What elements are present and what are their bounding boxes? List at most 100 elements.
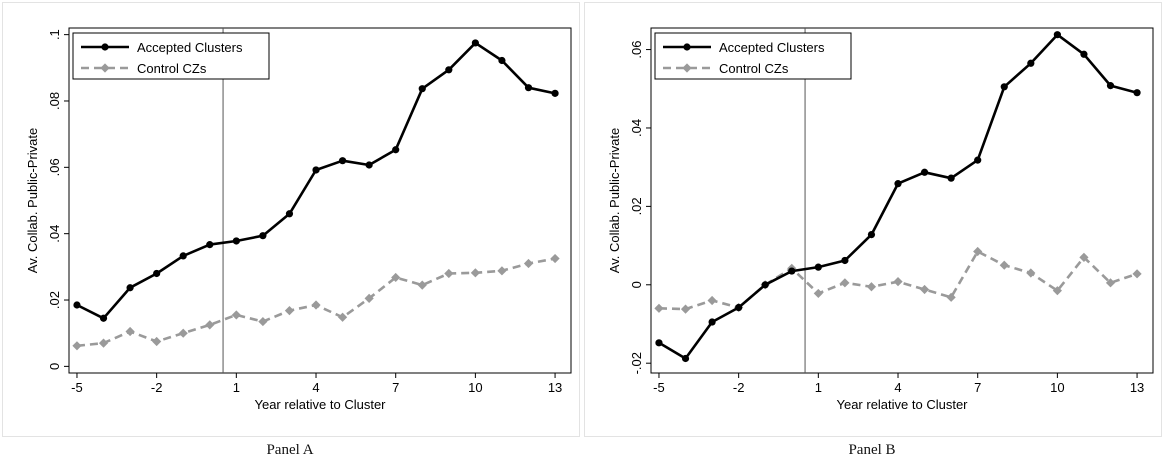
chart-0-control-point — [258, 316, 268, 327]
chart-1-y-tick-label: -.02 — [629, 352, 644, 374]
chart-1-accepted-point — [867, 231, 876, 239]
chart-1-accepted-point — [1106, 82, 1115, 90]
chart-1-control-point — [1132, 269, 1142, 279]
chart-0-control-point — [470, 268, 480, 278]
chart-0-accepted-point — [498, 56, 506, 65]
chart-1-accepted-point — [708, 318, 716, 326]
chart-0-accepted-point — [126, 284, 134, 292]
chart-0-y-tick-label: .1 — [47, 29, 62, 40]
chart-0-legend-marker — [100, 63, 110, 73]
chart-0-y-tick-label: .04 — [47, 225, 62, 243]
chart-1-y-tick-label: 0 — [629, 281, 644, 288]
chart-1-accepted-point — [814, 263, 822, 271]
chart-1-legend-label: Control CZs — [719, 61, 789, 76]
chart-1-control-point — [866, 282, 877, 292]
chart-0-accepted-point — [551, 89, 559, 97]
chart-1-x-tick-label: 1 — [815, 380, 822, 395]
chart-0-control-point — [72, 341, 82, 351]
chart-0-accepted-point — [365, 161, 373, 169]
chart-0-accepted-point — [206, 241, 214, 249]
panel-b-chart: -.02 0 .02 .04 .06 -5 -2 1 4 7 10 13 Year relative t… — [584, 2, 1162, 437]
chart-0-accepted-point — [99, 314, 108, 322]
chart-1-accepted-point — [761, 281, 769, 289]
chart-0-accepted-point — [285, 210, 294, 218]
chart-1-accepted-point — [788, 267, 796, 275]
chart-0-control-point — [178, 328, 188, 338]
chart-1-accepted-point — [681, 354, 690, 363]
chart-0-accepted-point — [392, 146, 400, 154]
chart-1-control-point — [973, 246, 983, 257]
chart-1-control-point — [1026, 268, 1036, 278]
chart-1-plot-frame — [650, 27, 1154, 374]
chart-0-control-point — [444, 268, 454, 279]
chart-1-x-tick-label: -2 — [733, 380, 745, 395]
chart-1-y-tick-label: .06 — [629, 41, 644, 59]
panel-a-svg: 0 .02 .04 .06 .08 .1 -5 -2 1 4 7 10 13 Year relative … — [25, 27, 572, 412]
chart-0-x-tick-label: 10 — [468, 380, 482, 395]
chart-1-x-tick-label: 7 — [974, 380, 981, 395]
chart-0-accepted-point — [153, 269, 161, 278]
chart-0-y-tick-label: .08 — [47, 92, 62, 110]
chart-1-control-point — [707, 295, 717, 306]
chart-1-control-point — [999, 260, 1009, 270]
chart-1-x-tick-label: 10 — [1050, 380, 1064, 395]
chart-1-legend-marker — [682, 63, 692, 73]
chart-1-accepted-point — [894, 180, 902, 188]
chart-0-control-point — [125, 326, 135, 337]
chart-1-y-tick-label: .04 — [629, 119, 644, 137]
chart-1-accepted-point — [920, 168, 929, 176]
chart-1-accepted-point — [841, 256, 849, 265]
chart-0-y-tick-label: .02 — [47, 291, 62, 309]
panel-b-svg: -.02 0 .02 .04 .06 -5 -2 1 4 7 10 13 Year relative t… — [607, 27, 1154, 412]
chart-0-control-point — [497, 266, 507, 276]
chart-0-accepted-point — [471, 39, 479, 47]
chart-0-control-point — [364, 293, 374, 303]
chart-1-x-axis-label: Year relative to Cluster — [836, 397, 968, 412]
chart-1-control-point — [919, 284, 930, 295]
chart-0-x-axis-label: Year relative to Cluster — [254, 397, 386, 412]
chart-0-accepted-point — [418, 85, 426, 93]
chart-0-control-point — [523, 258, 534, 269]
chart-1-control-point — [654, 303, 664, 313]
chart-0-control-point — [391, 272, 401, 283]
chart-0-legend-label: Accepted Clusters — [137, 40, 243, 55]
chart-0-accepted-point — [312, 166, 320, 174]
chart-0-x-tick-label: 1 — [233, 380, 240, 395]
chart-1-x-tick-label: 4 — [894, 380, 901, 395]
panel-b-caption: Panel B — [848, 442, 896, 458]
chart-0-y-axis-label: Av. Collab. Public-Private — [25, 128, 40, 273]
chart-0-control-point — [337, 312, 348, 322]
chart-0-control-point — [417, 280, 427, 290]
chart-1-control-point — [946, 292, 956, 302]
chart-1-accepted-point — [1133, 89, 1141, 97]
chart-1-accepted-point — [1080, 50, 1088, 58]
chart-0-x-tick-label: -2 — [151, 380, 163, 395]
chart-0-legend-marker — [101, 43, 109, 51]
chart-0-y-tick-label: 0 — [47, 363, 62, 370]
chart-1-accepted-point — [655, 339, 663, 347]
panel-a-caption: Panel A — [266, 442, 314, 458]
chart-0-accepted-point — [179, 252, 187, 260]
chart-1-control-point — [813, 288, 823, 299]
chart-0-accepted-point — [338, 157, 347, 165]
chart-1-control-point — [1079, 252, 1089, 262]
chart-1-accepted-point — [974, 156, 982, 164]
chart-1-y-axis-label: Av. Collab. Public-Private — [607, 128, 622, 273]
panel-a-chart: 0 .02 .04 .06 .08 .1 -5 -2 1 4 7 10 13 Year relative … — [2, 2, 580, 437]
chart-0-accepted-point — [73, 301, 81, 309]
chart-0-accepted-point — [445, 66, 453, 74]
chart-0-control-point — [284, 306, 295, 316]
chart-0-control-point — [98, 338, 109, 348]
chart-1-control-point — [680, 304, 691, 314]
chart-0-x-tick-label: 7 — [392, 380, 399, 395]
chart-1-legend-label: Accepted Clusters — [719, 40, 825, 55]
chart-0-x-tick-label: 13 — [548, 380, 562, 395]
chart-0-control-point — [152, 336, 162, 347]
chart-1-accepted-point — [1053, 31, 1061, 39]
chart-0-accepted-point — [232, 237, 240, 245]
chart-0-legend-label: Control CZs — [137, 61, 207, 76]
chart-1-control-point — [1052, 286, 1062, 296]
chart-0-plot-frame — [68, 27, 572, 374]
chart-1-legend-marker — [683, 43, 691, 51]
